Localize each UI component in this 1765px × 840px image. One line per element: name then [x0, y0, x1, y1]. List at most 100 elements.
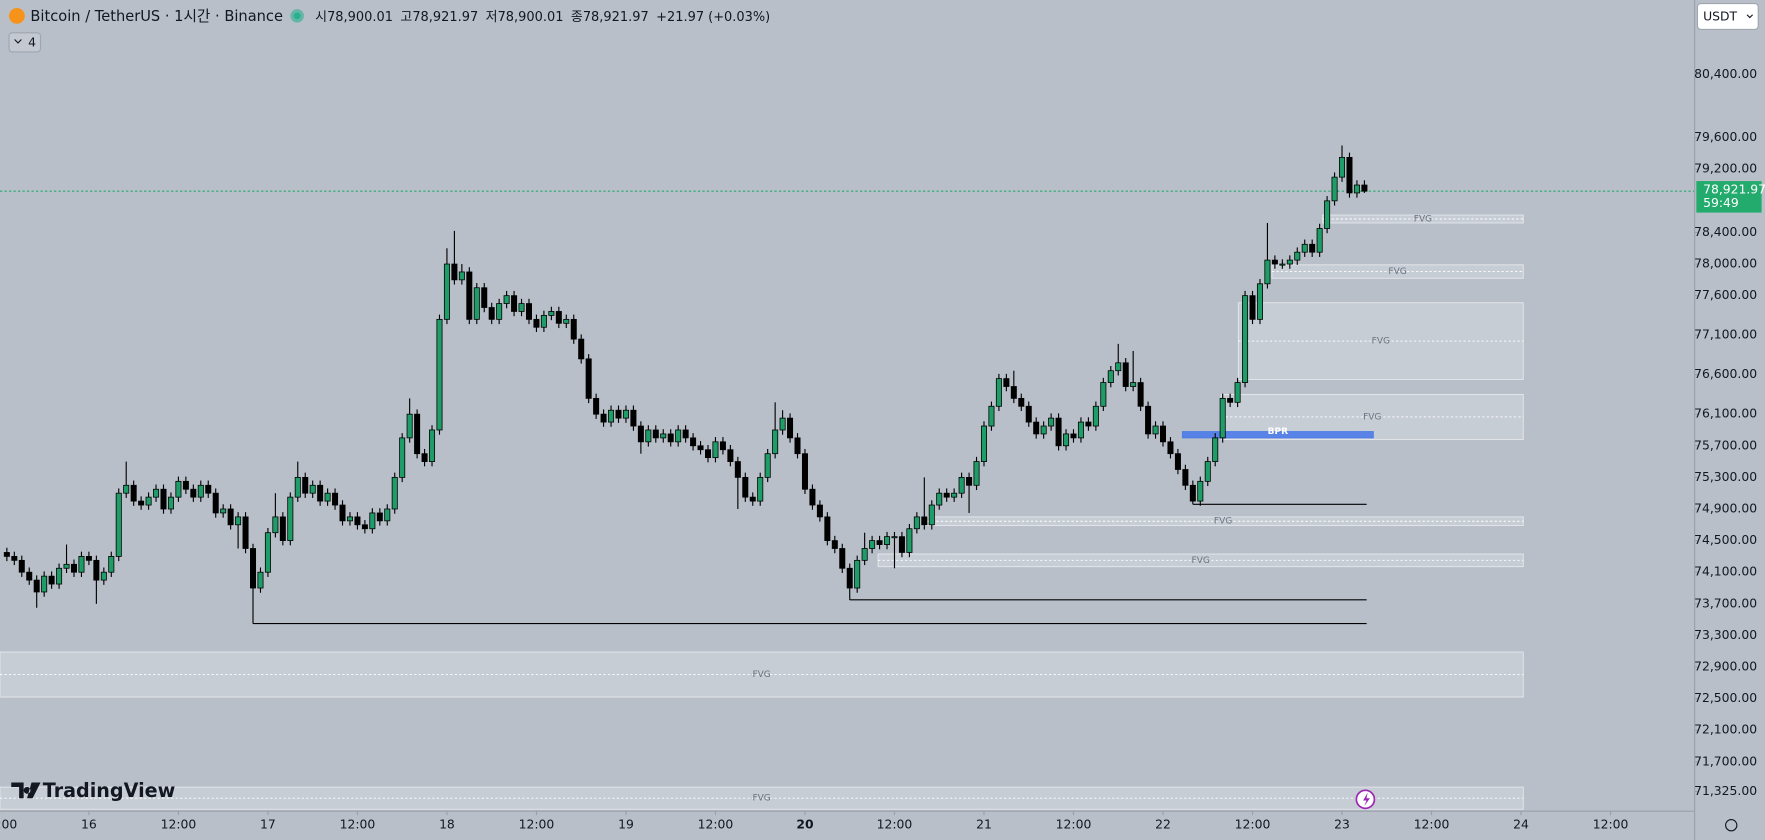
candle-body	[839, 548, 846, 569]
candle-body	[1040, 425, 1047, 435]
candle-body	[384, 508, 391, 522]
candle-body	[719, 441, 726, 451]
y-tick-label: 78,400.00	[1694, 225, 1757, 239]
candle-body	[138, 500, 145, 506]
candle-body	[414, 413, 421, 455]
candle-body	[1048, 417, 1055, 427]
candle-body	[1107, 370, 1114, 383]
candle-body	[697, 445, 704, 451]
candle-body	[1294, 251, 1301, 261]
candle-body	[496, 303, 503, 320]
candle-body	[85, 556, 92, 561]
candle-body	[705, 449, 712, 459]
candle-body	[197, 484, 204, 498]
indicators-toggle[interactable]	[8, 32, 42, 53]
x-tick-label: 12:00	[877, 818, 913, 832]
logo: TradingView	[43, 779, 176, 802]
y-tick-label: 73,300.00	[1694, 628, 1757, 642]
candle-body	[913, 516, 920, 530]
candle-body	[876, 540, 883, 545]
zone	[1181, 431, 1374, 439]
candle-body	[869, 540, 876, 549]
x-tick-label: 16	[81, 818, 97, 832]
candle-body	[309, 484, 316, 494]
ohlc-value: 78,921.97	[412, 10, 478, 25]
candle-body	[1219, 397, 1226, 439]
zone-label: FVG	[1388, 267, 1406, 277]
candle-body	[436, 318, 443, 431]
candle-body	[167, 496, 174, 510]
candle-body	[1271, 259, 1278, 265]
candle-body	[130, 484, 137, 502]
plot-area: FVG FVG FVG FVG BPR FVG FVG FVG FVG	[0, 145, 1695, 810]
candle-body	[1100, 382, 1107, 407]
y-tick-label: 77,100.00	[1694, 328, 1757, 342]
candle-body	[1212, 437, 1219, 462]
candle-body	[1025, 405, 1032, 423]
candle-body	[391, 476, 398, 510]
candle-body	[1249, 295, 1256, 320]
y-tick-label: 76,100.00	[1694, 407, 1757, 421]
y-tick-label: 78,000.00	[1694, 257, 1757, 271]
candle-body	[1137, 382, 1144, 407]
candle-body	[190, 488, 197, 498]
price-tag-countdown: 59:49	[1703, 196, 1739, 210]
zone-label: BPR	[1268, 427, 1288, 437]
price-tag-value: 78,921.97	[1703, 183, 1765, 197]
candle-body	[563, 318, 570, 324]
candle-body	[272, 516, 279, 534]
candle-body	[652, 429, 659, 439]
indicator-count: 4	[28, 35, 36, 49]
candle-body	[160, 488, 167, 510]
ohlc-line: 시78,900.01 고78,921.97 저78,900.01 종78,921…	[315, 10, 770, 25]
candle-body	[906, 528, 913, 553]
candle-body	[854, 559, 861, 589]
candle-body	[622, 409, 629, 419]
candle-body	[63, 563, 70, 569]
status-dot-core	[293, 12, 301, 20]
candle-body	[1070, 433, 1077, 439]
candle-body	[1234, 382, 1241, 403]
candle-body	[548, 311, 555, 316]
candle-body	[891, 536, 898, 539]
y-tick-label: 72,500.00	[1694, 691, 1757, 705]
candle-body	[1286, 259, 1293, 265]
candle-body	[220, 508, 227, 514]
x-tick-label: 12:00	[519, 818, 555, 832]
candle-body	[376, 512, 383, 522]
candle-body	[399, 437, 406, 478]
candle-body	[690, 437, 697, 447]
settings-icon[interactable]	[1725, 819, 1738, 832]
candle-body	[921, 516, 928, 526]
candle-body	[846, 567, 853, 589]
candle-body	[18, 559, 25, 573]
candle-body	[317, 484, 324, 502]
y-tick-label: 73,700.00	[1694, 596, 1757, 610]
candle-body	[1033, 421, 1040, 435]
candle-body	[533, 318, 540, 328]
candle-body	[324, 492, 331, 502]
candle-body	[108, 556, 115, 573]
logo-icon	[11, 782, 41, 799]
candle-body	[421, 453, 428, 462]
candle-body	[1346, 156, 1353, 194]
candle-body	[115, 492, 122, 557]
candle-body	[205, 484, 212, 494]
candle-body	[153, 488, 160, 498]
candle-body	[824, 516, 831, 541]
x-tick-label: 22	[1155, 818, 1171, 832]
candle-body	[749, 496, 756, 502]
currency-select[interactable]	[1696, 2, 1759, 30]
candle-body	[11, 556, 18, 561]
candle-body	[779, 417, 786, 431]
y-tick-label: 72,100.00	[1694, 723, 1757, 737]
candle-body	[1361, 184, 1368, 192]
candle-body	[816, 504, 823, 518]
candle-body	[294, 476, 301, 498]
y-tick-label: 71,325.00	[1694, 784, 1757, 798]
candle-body	[1063, 433, 1070, 447]
candle-body	[473, 287, 480, 320]
candle-body	[682, 429, 689, 439]
y-tick-label: 79,200.00	[1694, 162, 1757, 176]
candle-body	[1279, 263, 1286, 266]
